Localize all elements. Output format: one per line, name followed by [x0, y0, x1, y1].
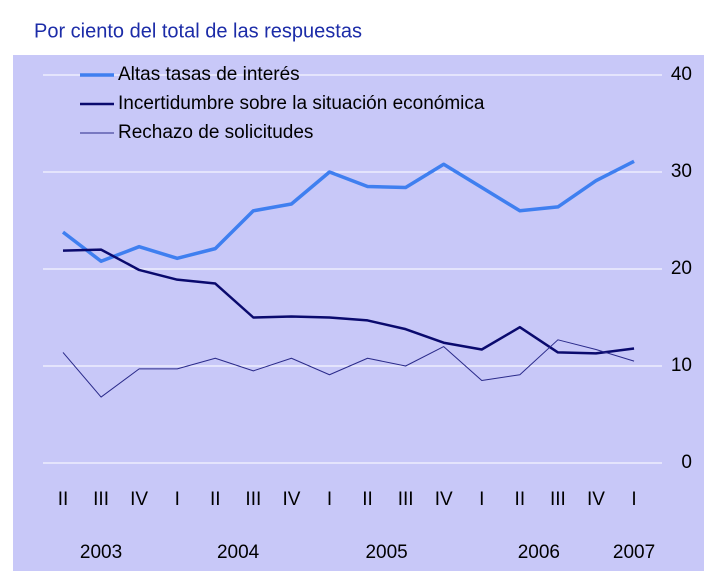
chart-title: Por ciento del total de las respuestas [34, 20, 362, 42]
year-label: 2003 [80, 542, 122, 563]
legend-label: Rechazo de solicitudes [118, 122, 313, 143]
year-label: 2005 [365, 542, 407, 563]
year-label: 2006 [518, 542, 560, 563]
x-tick-label: IV [435, 489, 453, 510]
series-line [62, 339, 635, 398]
y-tick-label: 0 [681, 452, 692, 473]
x-tick-label: III [398, 489, 414, 510]
x-tick-label: II [362, 489, 373, 510]
x-tick-label: I [479, 489, 484, 510]
x-tick-label: IV [130, 489, 148, 510]
x-tick-label: III [245, 489, 261, 510]
x-tick-label: IV [587, 489, 605, 510]
x-tick-label: III [550, 489, 566, 510]
year-label: 2007 [613, 542, 655, 563]
y-tick-label: 30 [671, 161, 692, 182]
x-tick-label: I [175, 489, 180, 510]
x-tick-label: I [327, 489, 332, 510]
x-tick-label: II [515, 489, 526, 510]
series-line [61, 159, 635, 263]
series-line [62, 248, 635, 355]
x-tick-label: II [58, 489, 69, 510]
year-label: 2004 [217, 542, 260, 563]
legend-label: Altas tasas de interés [118, 64, 300, 85]
legend-label: Incertidumbre sobre la situación económi… [118, 93, 485, 114]
plot-background [13, 55, 704, 571]
y-tick-label: 20 [671, 258, 692, 279]
x-tick-label: I [631, 489, 636, 510]
y-tick-label: 40 [671, 64, 692, 85]
x-tick-label: III [93, 489, 109, 510]
x-tick-label: IV [282, 489, 300, 510]
y-tick-label: 10 [671, 355, 692, 376]
x-tick-label: II [210, 489, 221, 510]
